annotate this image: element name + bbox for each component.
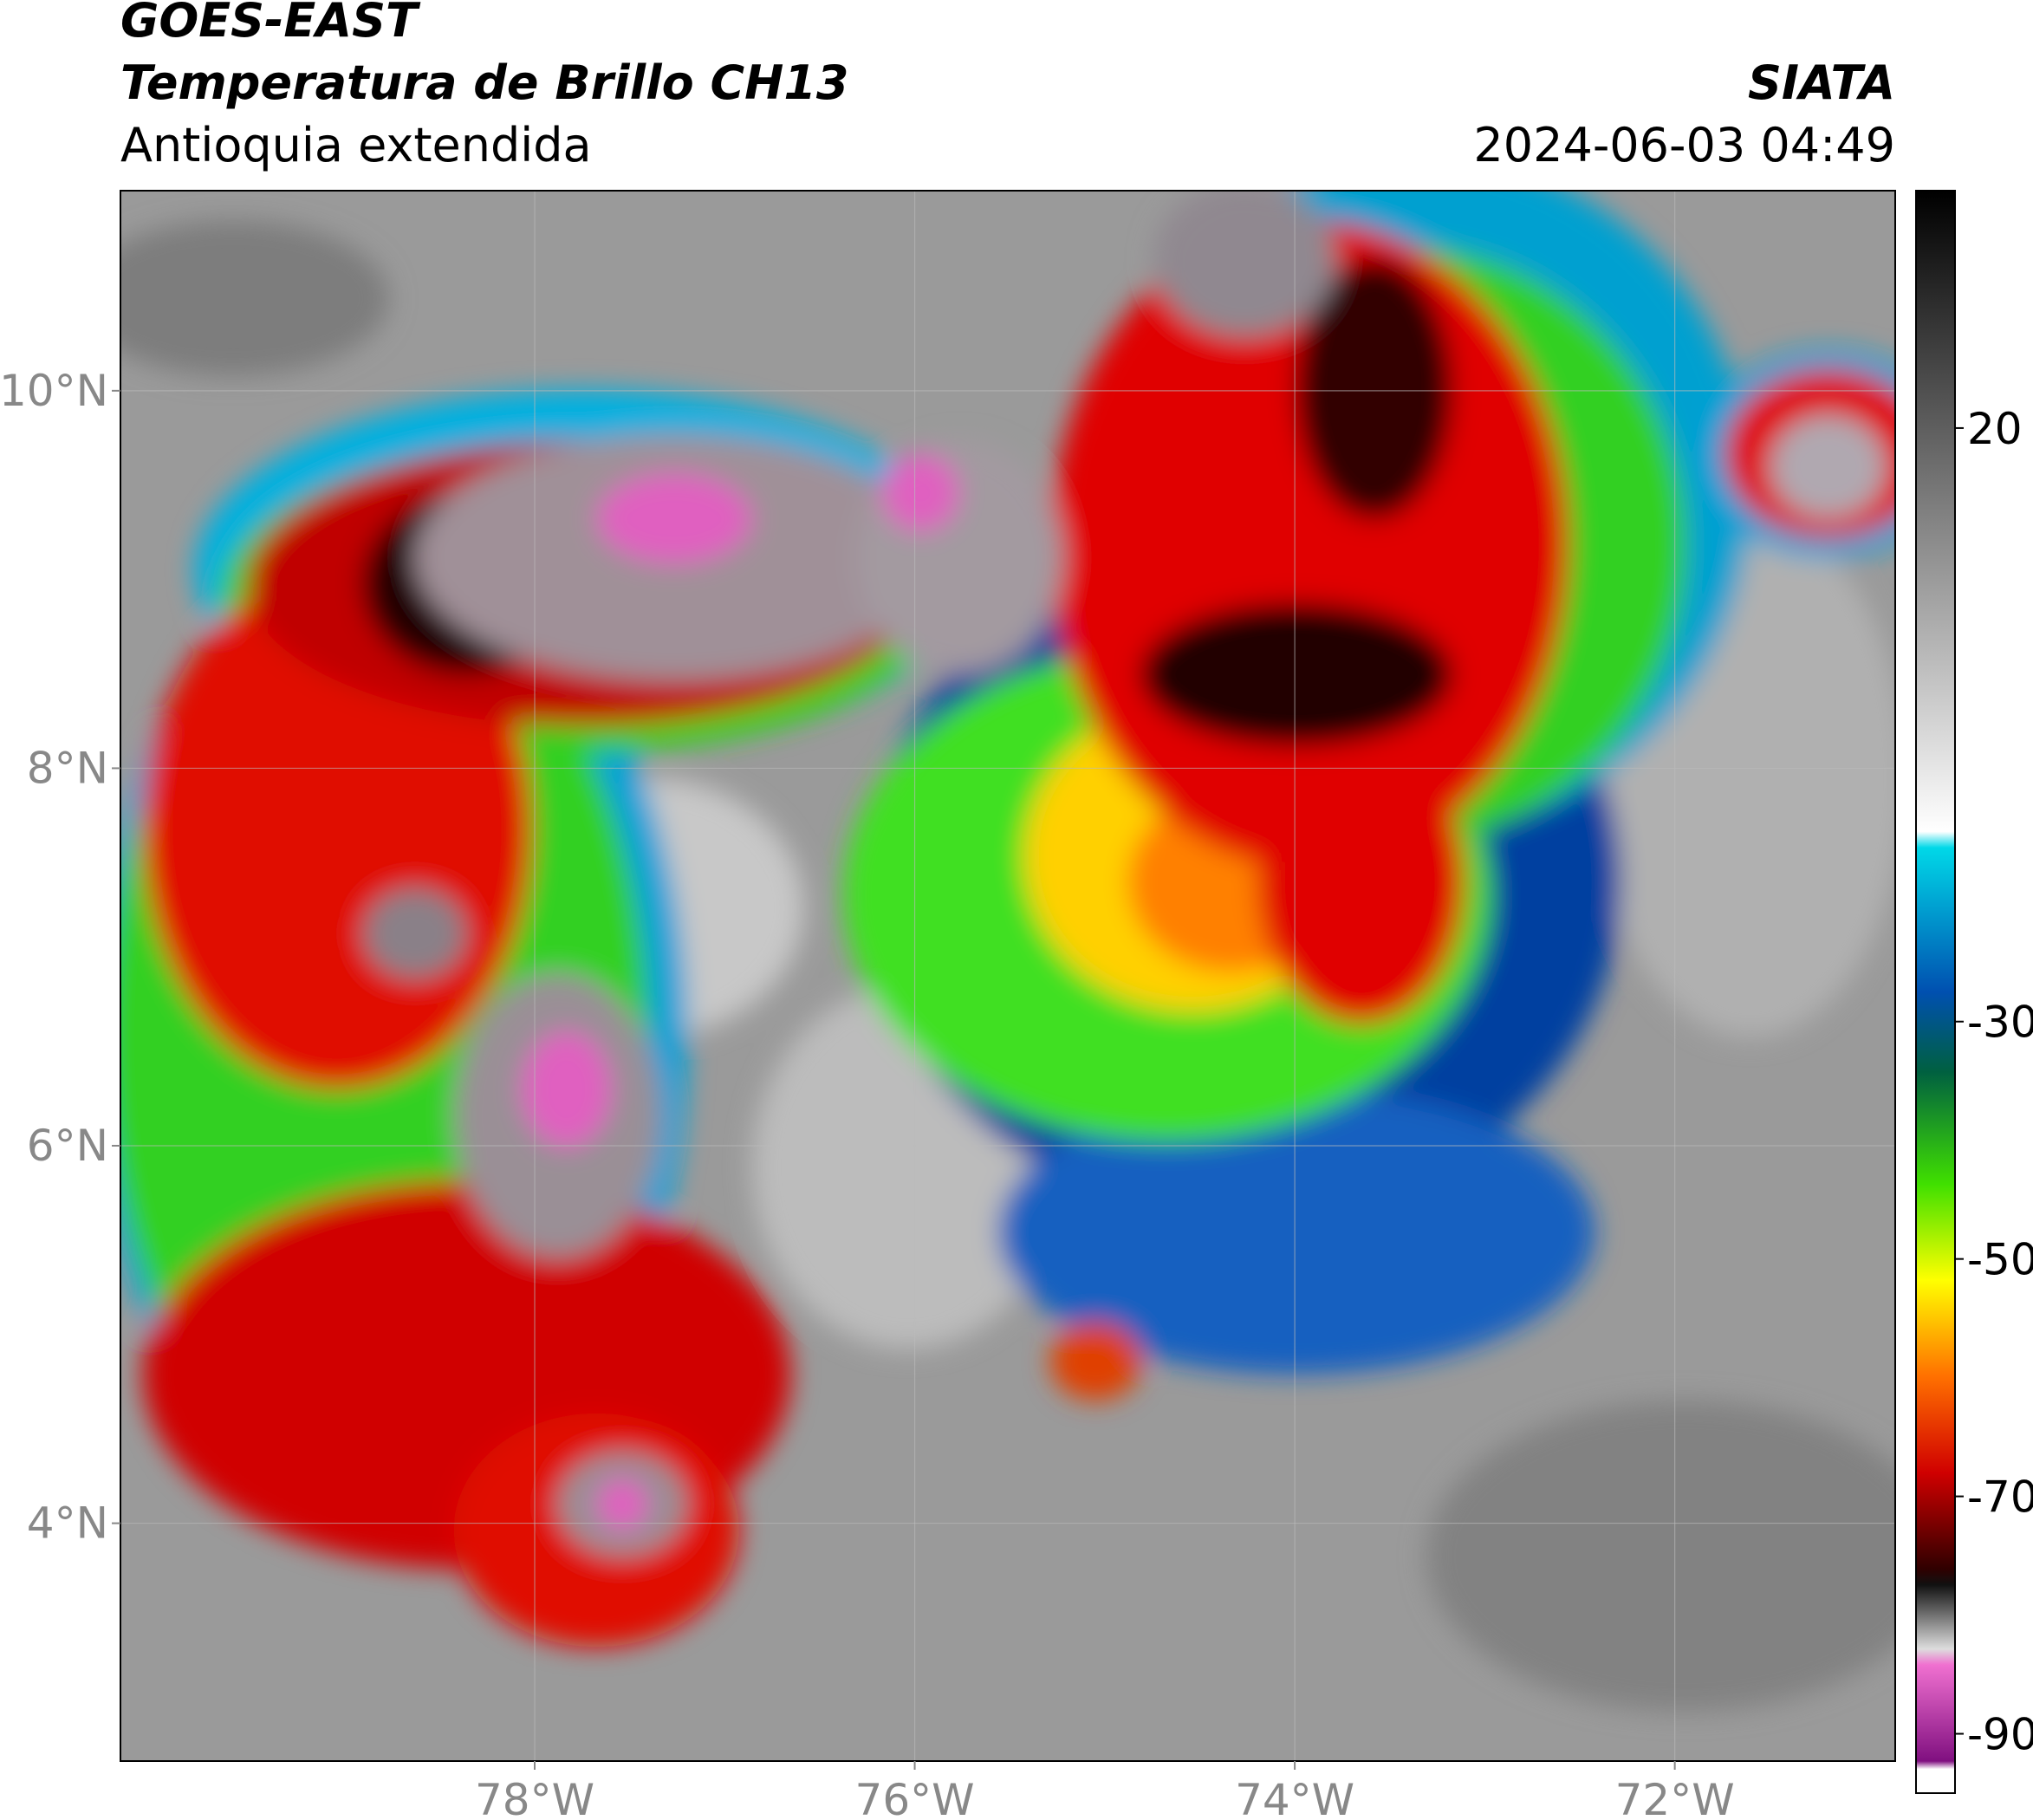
colorbar-tick-label: -70	[1967, 1472, 2033, 1523]
x-tick-label: 78°W	[475, 1775, 594, 1820]
map-frame	[120, 190, 1896, 1762]
map-image	[120, 191, 1895, 1761]
colorbar-tick-label: 20	[1967, 404, 2023, 454]
region-subtitle: Antioquia extendida	[120, 118, 592, 172]
datetime: 2024-06-03 04:49	[1473, 118, 1895, 172]
colorbar-tick-label: -50	[1967, 1235, 2033, 1285]
satellite-title: GOES-EAST	[120, 0, 421, 48]
colorbar-tick-label: -90	[1967, 1710, 2033, 1760]
y-tick-label: 4°N	[27, 1498, 108, 1549]
product-title: Temperatura de Brillo CH13	[120, 55, 849, 110]
agency-title: SIATA	[1748, 55, 1895, 110]
colorbar	[1915, 190, 1956, 1794]
colorbar-tick-label: -30	[1967, 998, 2033, 1048]
x-tick-label: 72°W	[1615, 1775, 1735, 1820]
y-tick-label: 8°N	[27, 743, 108, 793]
x-tick-label: 76°W	[855, 1775, 975, 1820]
y-tick-label: 6°N	[27, 1121, 108, 1171]
y-tick-label: 10°N	[0, 366, 108, 416]
x-tick-label: 74°W	[1235, 1775, 1354, 1820]
